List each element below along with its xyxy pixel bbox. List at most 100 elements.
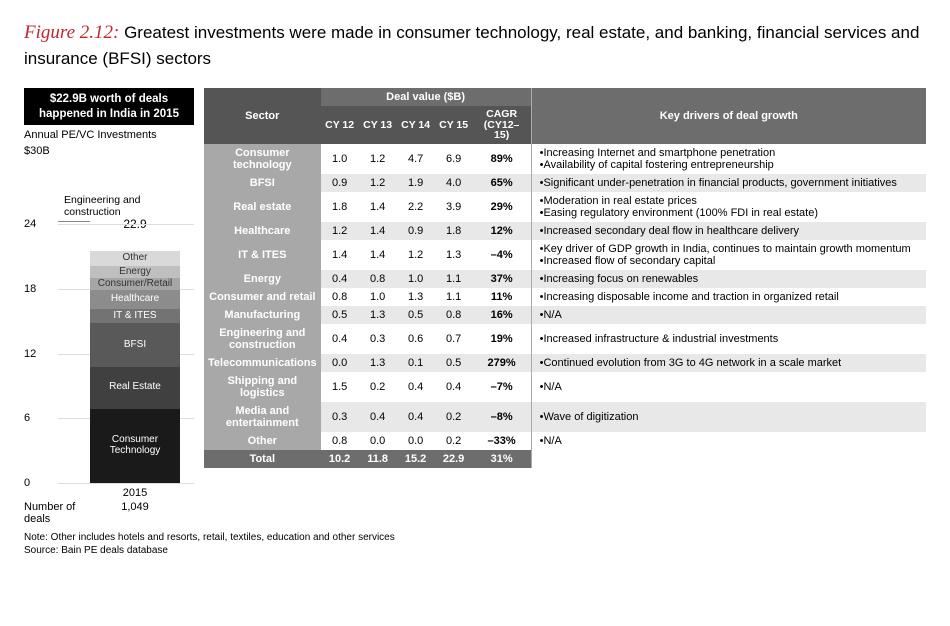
cell-cy12: 0.5 [321, 306, 359, 324]
cell-drivers: •N/A [531, 306, 926, 324]
cell-cy14: 0.6 [397, 324, 435, 354]
cell-cagr: –8% [473, 402, 532, 432]
cell-cy13: 1.2 [359, 144, 397, 174]
cell-cagr: 29% [473, 192, 532, 222]
col-cy13: CY 13 [359, 106, 397, 144]
cell-sector: Real estate [204, 192, 321, 222]
figure-caption: Greatest investments were made in consum… [24, 23, 919, 68]
cell-sector: Consumer technology [204, 144, 321, 174]
cell-cy15: 4.0 [435, 174, 473, 192]
cell-cy15: 0.8 [435, 306, 473, 324]
cell-cy13: 0.8 [359, 270, 397, 288]
col-deal-value: Deal value ($B) [321, 88, 532, 106]
bar-segment: Consumer Technology [90, 409, 180, 484]
cell-cy13: 11.8 [359, 450, 397, 468]
cell-cy15: 0.2 [435, 402, 473, 432]
y-tick: 24 [24, 218, 36, 230]
cell-drivers [531, 450, 926, 468]
cell-cy13: 0.4 [359, 402, 397, 432]
cell-drivers: •Increasing Internet and smartphone pene… [531, 144, 926, 174]
table-panel: Sector Deal value ($B) Key drivers of de… [204, 88, 926, 525]
footnotes: Note: Other includes hotels and resorts,… [24, 531, 926, 557]
cell-drivers: •Increased infrastructure & industrial i… [531, 324, 926, 354]
cell-cy13: 1.3 [359, 306, 397, 324]
cell-cy12: 1.5 [321, 372, 359, 402]
table-row: Real estate1.81.42.23.929%•Moderation in… [204, 192, 926, 222]
cell-cy13: 1.2 [359, 174, 397, 192]
cell-cagr: 37% [473, 270, 532, 288]
cell-cy14: 0.4 [397, 372, 435, 402]
cell-sector: Shipping and logistics [204, 372, 321, 402]
cell-cy14: 0.0 [397, 432, 435, 450]
cell-cagr: 19% [473, 324, 532, 354]
cell-cy14: 0.4 [397, 402, 435, 432]
cell-cy12: 1.4 [321, 240, 359, 270]
col-sector: Sector [204, 88, 321, 144]
cell-sector: Healthcare [204, 222, 321, 240]
cell-sector: Consumer and retail [204, 288, 321, 306]
cell-cy12: 1.0 [321, 144, 359, 174]
cell-cy14: 1.3 [397, 288, 435, 306]
cell-cy14: 0.9 [397, 222, 435, 240]
deals-label: Number of deals [24, 501, 90, 525]
y-tick: 18 [24, 283, 36, 295]
gridline [58, 224, 194, 225]
cell-sector: Energy [204, 270, 321, 288]
cell-drivers: •Moderation in real estate prices•Easing… [531, 192, 926, 222]
cell-sector: Engineering and construction [204, 324, 321, 354]
table-row: Manufacturing0.51.30.50.816%•N/A [204, 306, 926, 324]
col-cy14: CY 14 [397, 106, 435, 144]
cell-cy14: 4.7 [397, 144, 435, 174]
col-drivers: Key drivers of deal growth [531, 88, 926, 144]
cell-cy12: 0.8 [321, 432, 359, 450]
bar-chart: Engineering and construction 22.9 061218… [24, 159, 194, 499]
cell-cy13: 0.0 [359, 432, 397, 450]
cell-cy15: 1.1 [435, 270, 473, 288]
cell-sector: IT & ITES [204, 240, 321, 270]
stacked-bar: Consumer TechnologyReal EstateBFSIIT & I… [90, 251, 180, 483]
cell-cy15: 0.5 [435, 354, 473, 372]
table-row: Engineering and construction0.40.30.60.7… [204, 324, 926, 354]
cell-sector: Total [204, 450, 321, 468]
cell-drivers: •Increased secondary deal flow in health… [531, 222, 926, 240]
cell-cy15: 0.7 [435, 324, 473, 354]
cell-drivers: •Key driver of GDP growth in India, cont… [531, 240, 926, 270]
cell-drivers: •Wave of digitization [531, 402, 926, 432]
deal-table: Sector Deal value ($B) Key drivers of de… [204, 88, 926, 468]
cell-cy12: 0.9 [321, 174, 359, 192]
cell-cy13: 1.3 [359, 354, 397, 372]
eng-leader-line [58, 221, 90, 222]
cell-cy15: 0.4 [435, 372, 473, 402]
y-tick: 0 [24, 477, 30, 489]
cell-sector: BFSI [204, 174, 321, 192]
y-max-label: $30B [24, 145, 194, 157]
gridline [58, 483, 194, 484]
cell-cy12: 1.8 [321, 192, 359, 222]
callout-box: $22.9B worth of deals happened in India … [24, 88, 194, 125]
col-cy15: CY 15 [435, 106, 473, 144]
cell-sector: Telecommunications [204, 354, 321, 372]
cell-cagr: 65% [473, 174, 532, 192]
table-row: Shipping and logistics1.50.20.40.4–7%•N/… [204, 372, 926, 402]
cell-sector: Other [204, 432, 321, 450]
cell-cy12: 1.2 [321, 222, 359, 240]
cell-drivers: •Significant under-penetration in financ… [531, 174, 926, 192]
cell-cy15: 1.1 [435, 288, 473, 306]
bar-segment: Energy [90, 266, 180, 278]
cell-cy12: 0.4 [321, 270, 359, 288]
cell-cy13: 0.3 [359, 324, 397, 354]
table-row: Other0.80.00.00.2–33%•N/A [204, 432, 926, 450]
cell-cy15: 1.8 [435, 222, 473, 240]
table-row: Media and entertainment0.30.40.40.2–8%•W… [204, 402, 926, 432]
cell-cy15: 0.2 [435, 432, 473, 450]
bar-segment: IT & ITES [90, 309, 180, 323]
cell-cy14: 1.9 [397, 174, 435, 192]
cell-drivers: •Increasing focus on renewables [531, 270, 926, 288]
y-tick: 12 [24, 348, 36, 360]
chart-subtitle: Annual PE/VC Investments [24, 129, 194, 141]
deals-value: 1,049 [90, 501, 180, 525]
total-row: Total10.211.815.222.931% [204, 450, 926, 468]
bar-segment: Other [90, 251, 180, 266]
cell-cy14: 15.2 [397, 450, 435, 468]
bar-segment: Real Estate [90, 367, 180, 409]
